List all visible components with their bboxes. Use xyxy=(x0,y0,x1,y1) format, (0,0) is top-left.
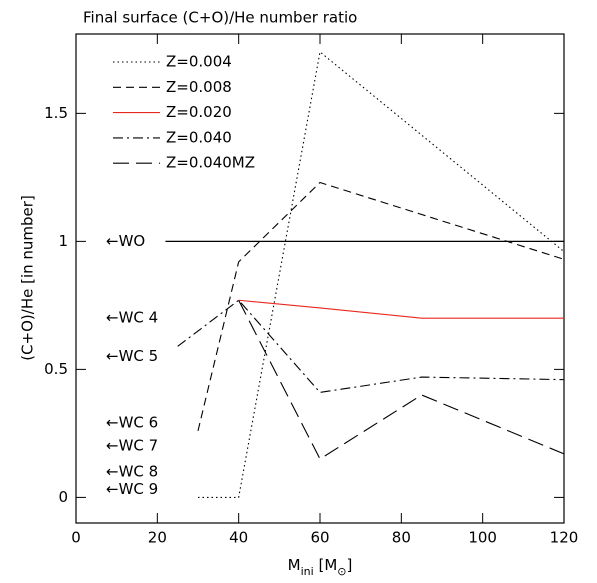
y-tick-label: 1 xyxy=(58,232,68,250)
x-tick-label: 60 xyxy=(310,529,329,547)
legend-label: Z=0.040MZ xyxy=(166,154,255,172)
series-line xyxy=(197,181,565,431)
annotation: ←WC 9 xyxy=(106,480,158,498)
series-line xyxy=(238,299,564,319)
series-line xyxy=(238,300,565,460)
y-axis-label: (C+O)/He [in number] xyxy=(19,195,37,361)
annotation: ←WC 4 xyxy=(106,309,158,327)
annotation: ←WC 5 xyxy=(106,347,158,365)
x-tick-label: 100 xyxy=(468,529,497,547)
legend-label: Z=0.020 xyxy=(166,103,232,121)
legend-label: Z=0.040 xyxy=(166,128,232,146)
chart-title: Final surface (C+O)/He number ratio xyxy=(83,9,357,27)
x-tick-label: 0 xyxy=(71,529,81,547)
x-tick-label: 80 xyxy=(392,529,411,547)
x-axis-label-part: [M xyxy=(314,556,338,574)
series-line xyxy=(177,299,565,394)
x-tick-label: 40 xyxy=(229,529,248,547)
x-axis-label-part: ini xyxy=(301,565,314,578)
x-axis-label-part: M xyxy=(288,556,301,574)
legend-label: Z=0.008 xyxy=(166,78,232,96)
x-axis-label-part: ] xyxy=(346,556,352,574)
annotation: ←WC 6 xyxy=(106,414,158,432)
x-axis-label: Mini [M⊙] xyxy=(288,556,353,578)
annotation: ←WC 7 xyxy=(106,437,158,455)
reference-label: ←WO xyxy=(106,232,145,250)
x-axis-label-part: ⊙ xyxy=(337,565,346,578)
x-tick-label: 120 xyxy=(550,529,579,547)
annotation: ←WC 8 xyxy=(106,462,158,480)
y-tick-label: 0 xyxy=(58,488,68,506)
y-tick-label: 0.5 xyxy=(44,360,68,378)
y-tick-label: 1.5 xyxy=(44,104,68,122)
legend-label: Z=0.004 xyxy=(166,53,232,71)
x-tick-label: 20 xyxy=(148,529,167,547)
